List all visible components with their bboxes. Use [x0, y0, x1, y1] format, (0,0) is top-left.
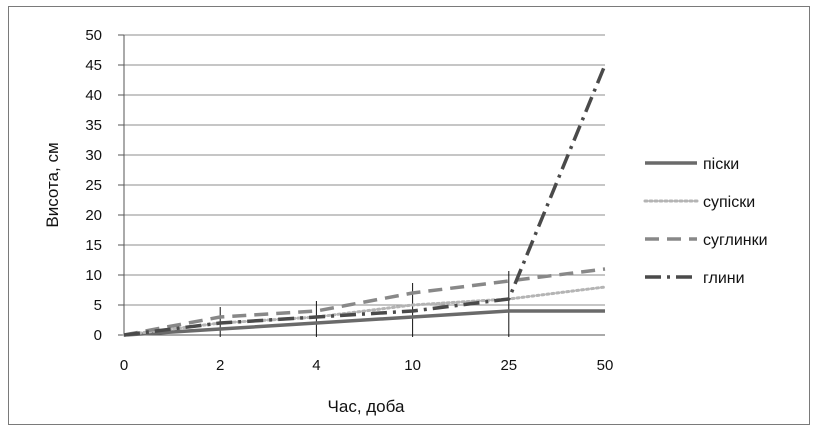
- y-tick-label: 40: [85, 87, 102, 104]
- y-tick-label: 20: [85, 207, 102, 224]
- grid-lines: [124, 34, 605, 306]
- y-axis-title: Висота, см: [43, 142, 62, 227]
- x-tick-labels: 0 2 4 10 25 50: [120, 357, 614, 374]
- y-tick-label: 25: [85, 177, 102, 194]
- y-tick-label: 30: [85, 147, 102, 164]
- y-tick-label: 45: [85, 57, 102, 74]
- y-tick-label: 5: [94, 297, 102, 314]
- y-tick-label: 50: [85, 27, 102, 44]
- x-tick-label: 0: [120, 357, 128, 374]
- legend-label-4: глини: [703, 270, 745, 287]
- y-tick-label: 10: [85, 267, 102, 284]
- series-line-2: [122, 285, 607, 337]
- axes: [118, 34, 605, 337]
- x-tick-label: 10: [404, 357, 421, 374]
- series-line-4: [123, 64, 607, 337]
- legend: піски супіски суглинки глини: [643, 156, 768, 287]
- y-tick-label: 35: [85, 117, 102, 134]
- x-tick-label: 25: [500, 357, 517, 374]
- legend-label-1: піски: [703, 156, 739, 173]
- series-line-3: [123, 267, 606, 337]
- series-lines: [122, 64, 607, 337]
- y-tick-label: 0: [94, 327, 102, 344]
- x-tick-label: 50: [597, 357, 614, 374]
- x-tick-label: 2: [216, 357, 224, 374]
- legend-label-2: супіски: [703, 194, 755, 211]
- legend-label-3: суглинки: [703, 232, 768, 249]
- x-axis-title: Час, доба: [328, 397, 405, 416]
- y-tick-labels: 0 5 10 15 20 25 30 35 40 45 50: [85, 27, 102, 344]
- series-line-1: [123, 309, 605, 337]
- x-tick-label: 4: [312, 357, 320, 374]
- y-tick-label: 15: [85, 237, 102, 254]
